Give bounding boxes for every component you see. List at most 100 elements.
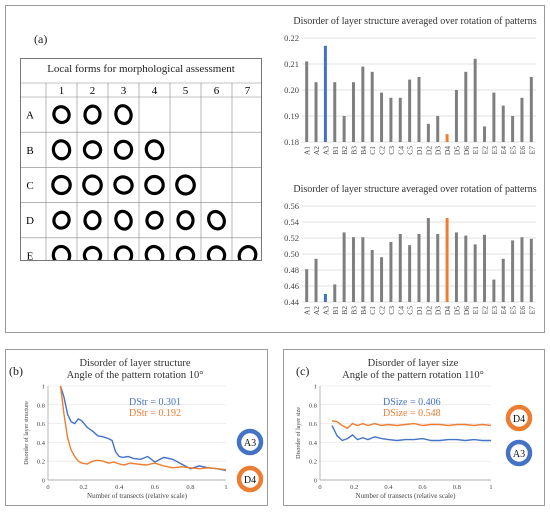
chart-subtitle: Angle of the pattern rotation 10° [67,370,204,381]
x-tick-label: D5 [452,306,461,315]
x-tick-label: E3 [490,146,499,155]
x-tick-label: 0.4 [384,484,393,491]
bar-c4 [398,97,402,142]
forms-table: Local forms for morphological assessment… [20,58,264,274]
x-axis-label: Number of transects (relative scale) [356,492,457,500]
local-form-ring [237,244,258,266]
y-tick-label: 0.44 [284,297,300,307]
local-form-ring [52,105,71,125]
x-tick-label: D1 [415,306,424,315]
x-tick-label: D2 [424,146,433,155]
bar-d4 [445,134,449,142]
bar-b4 [361,66,365,142]
bar-e4 [501,105,505,142]
y-tick-label: 0.2 [309,459,317,466]
badge-a3: A3 [505,439,533,467]
bar-chart-structure: Disorder of layer structure averaged ove… [284,16,537,155]
bar-c1 [370,71,374,142]
bar-a1 [305,61,309,142]
x-tick-label: 0 [318,484,321,491]
local-form-ring [82,140,103,160]
x-tick-label: 0.8 [186,484,194,491]
row-header: D [26,215,34,227]
column-header: 5 [183,85,189,97]
x-axis-label: Number of transects (relative scale) [87,492,188,500]
local-form-ring [145,210,164,230]
x-tick-label: D6 [462,306,471,315]
x-tick-label: 0.2 [350,484,358,491]
bar-b2 [342,232,346,302]
x-tick-label: D4 [443,146,452,155]
badge-a3-label: A3 [244,438,256,449]
local-form-ring [51,244,72,266]
y-tick-label: 0.22 [284,33,299,43]
annotation-d4: DStr = 0.192 [129,408,181,419]
x-tick-label: C4 [396,306,405,315]
series-line-a3 [331,425,491,442]
x-tick-label: B1 [331,146,340,155]
y-tick-label: 0.48 [284,265,299,275]
bar-d4 [445,218,449,302]
bar-c4 [398,234,402,302]
local-form-ring [113,139,134,160]
local-form-ring [83,104,102,125]
x-tick-label: E1 [471,306,480,315]
bar-d2 [426,218,430,302]
y-tick-label: 0.56 [284,201,299,211]
x-tick-label: B1 [331,306,340,315]
x-tick-label: 1 [489,484,492,491]
y-axis-label: Disorder of layer size [295,407,302,459]
local-form-ring [113,245,134,266]
x-tick-label: D3 [434,306,443,315]
local-form-ring [83,210,102,231]
y-axis-label: Disorder of layer structure [23,401,30,465]
x-tick-label: E7 [527,306,536,315]
chart-title: Disorder of layer structure [79,358,190,369]
local-form-ring [51,174,72,196]
x-tick-label: B4 [359,306,368,315]
bar-c3 [389,97,393,142]
x-tick-label: B2 [340,146,349,155]
row-header: B [26,145,33,157]
local-form-ring [175,174,196,196]
bar-e6 [520,97,524,142]
series-line-d4 [331,420,492,430]
bar-b4 [361,237,365,302]
y-tick-label: 0.52 [284,233,299,243]
badge-d4-ring [505,404,533,432]
column-header: 4 [152,85,158,97]
y-tick-label: 0.8 [37,402,45,409]
y-tick-label: 0.50 [284,249,299,259]
x-tick-label: 1 [224,484,227,491]
x-tick-label: C4 [396,146,405,155]
bar-c1 [370,250,374,302]
bar-a2 [314,82,318,142]
local-form-ring [144,174,165,196]
x-tick-label: B2 [340,306,349,315]
x-tick-label: A2 [312,146,321,155]
y-tick-label: 0.4 [37,440,46,447]
local-form-ring [176,210,195,231]
x-tick-label: C2 [378,146,387,155]
badge-a3: A3 [236,428,264,456]
column-header: 2 [90,85,96,97]
panel-c-label: (c) [296,364,310,378]
local-form-ring [144,244,165,266]
x-tick-label: D2 [424,306,433,315]
x-tick-label: C2 [378,306,387,315]
bar-a1 [305,269,309,302]
bar-c5 [408,245,412,302]
x-tick-label: 0.4 [115,484,124,491]
x-tick-label: 0.8 [453,484,461,491]
y-tick-label: 0.8 [309,402,317,409]
badge-d4-label: D4 [244,475,256,486]
bar-c2 [380,257,384,302]
bar-e2 [483,234,487,302]
bar-e5 [511,240,515,302]
column-header: 7 [245,85,251,97]
x-tick-label: D4 [443,306,452,315]
local-form-ring [175,245,196,266]
x-tick-label: E4 [499,306,508,315]
bar-e7 [529,77,533,142]
bar-d5 [454,90,458,142]
